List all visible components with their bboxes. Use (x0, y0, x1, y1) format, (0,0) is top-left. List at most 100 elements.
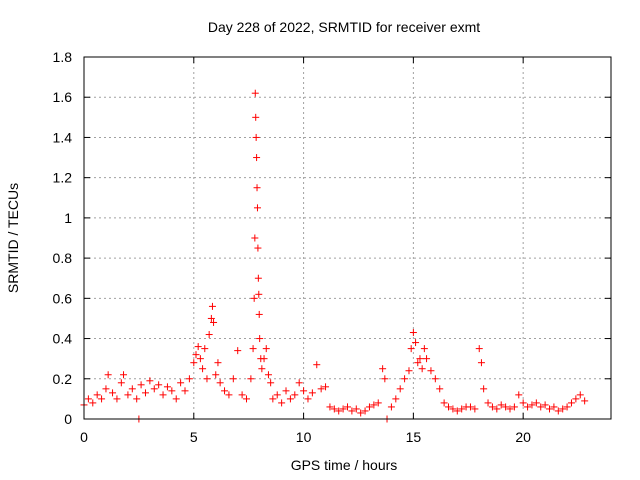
data-point (253, 184, 261, 192)
data-point (477, 359, 485, 367)
data-point (168, 387, 176, 395)
data-point (137, 381, 145, 389)
data-point (572, 395, 580, 403)
data-point (286, 395, 294, 403)
data-point (150, 385, 158, 393)
data-point (225, 391, 233, 399)
data-point (524, 403, 532, 411)
data-point (515, 391, 523, 399)
data-point (427, 367, 435, 375)
data-point (330, 405, 338, 413)
data-point (260, 355, 268, 363)
data-point (528, 401, 536, 409)
data-point (440, 399, 448, 407)
x-tick-label: 20 (515, 429, 531, 445)
data-point (537, 403, 545, 411)
data-point (201, 345, 209, 353)
data-point (254, 244, 262, 252)
data-point (267, 379, 275, 387)
data-point (317, 385, 325, 393)
data-point (93, 391, 101, 399)
data-point (436, 385, 444, 393)
data-point (313, 361, 321, 369)
data-point (563, 403, 571, 411)
data-point (247, 375, 255, 383)
data-point (185, 375, 193, 383)
data-point (396, 385, 404, 393)
data-point (519, 399, 527, 407)
data-point (252, 113, 260, 121)
data-point (449, 405, 457, 413)
data-point (278, 399, 286, 407)
data-point (559, 405, 567, 413)
data-point (221, 387, 229, 395)
data-point (418, 365, 426, 373)
data-point (453, 407, 461, 415)
data-point (344, 403, 351, 411)
data-point (458, 405, 466, 413)
data-point (124, 391, 132, 399)
data-point (581, 397, 589, 405)
data-point (304, 395, 312, 403)
data-point (133, 395, 141, 403)
data-point (480, 385, 488, 393)
data-point (361, 407, 369, 415)
data-point (401, 375, 409, 383)
axis-ticks: 0 0.2 0.4 0.6 0.8 1 1.2 1.4 1.6 1.8 0 5 10 15 20 (53, 49, 611, 445)
y-tick-label: 0.4 (53, 331, 73, 347)
data-point (387, 403, 395, 411)
data-point (282, 387, 290, 395)
data-point (466, 403, 474, 411)
y-axis-label: SRMTID / TECUs (5, 183, 21, 293)
data-point (252, 133, 260, 141)
data-point (532, 399, 540, 407)
x-tick-label: 10 (296, 429, 312, 445)
data-point (392, 395, 400, 403)
data-point (254, 274, 262, 282)
data-point (255, 290, 263, 298)
data-point (445, 403, 453, 411)
y-tick-label: 0.8 (53, 250, 73, 266)
data-point (409, 329, 417, 337)
data-point (493, 405, 501, 413)
data-point (365, 403, 373, 411)
data-point (249, 345, 257, 353)
data-point (326, 403, 334, 411)
data-point (181, 387, 189, 395)
data-point (352, 405, 360, 413)
data-point (258, 365, 266, 373)
data-point (264, 371, 272, 379)
y-tick-label: 0.2 (53, 371, 73, 387)
data-point (414, 359, 422, 367)
data-point (251, 89, 259, 97)
data-point (141, 389, 149, 397)
data-point (210, 318, 218, 326)
data-point (348, 407, 356, 415)
x-tick-label: 15 (406, 429, 422, 445)
data-point (250, 294, 258, 302)
data-point (497, 401, 505, 409)
data-point (109, 389, 117, 397)
data-point (412, 339, 420, 347)
data-point (203, 375, 211, 383)
data-point (416, 355, 424, 363)
data-point (229, 375, 237, 383)
data-point (262, 345, 270, 353)
data-point (541, 401, 549, 409)
data-point (253, 204, 261, 212)
data-point (172, 395, 180, 403)
data-point (506, 405, 514, 413)
y-tick-label: 0 (64, 411, 72, 427)
x-axis-label: GPS time / hours (291, 457, 398, 473)
chart-title: Day 228 of 2022, SRMTID for receiver exm… (208, 19, 480, 35)
data-point (102, 385, 110, 393)
data-point (84, 395, 92, 403)
data-point (190, 359, 198, 367)
data-point (407, 345, 415, 353)
data-point (214, 359, 222, 367)
data-point (128, 385, 136, 393)
data-point (177, 379, 185, 387)
data-point (256, 335, 264, 343)
data-point (212, 371, 220, 379)
